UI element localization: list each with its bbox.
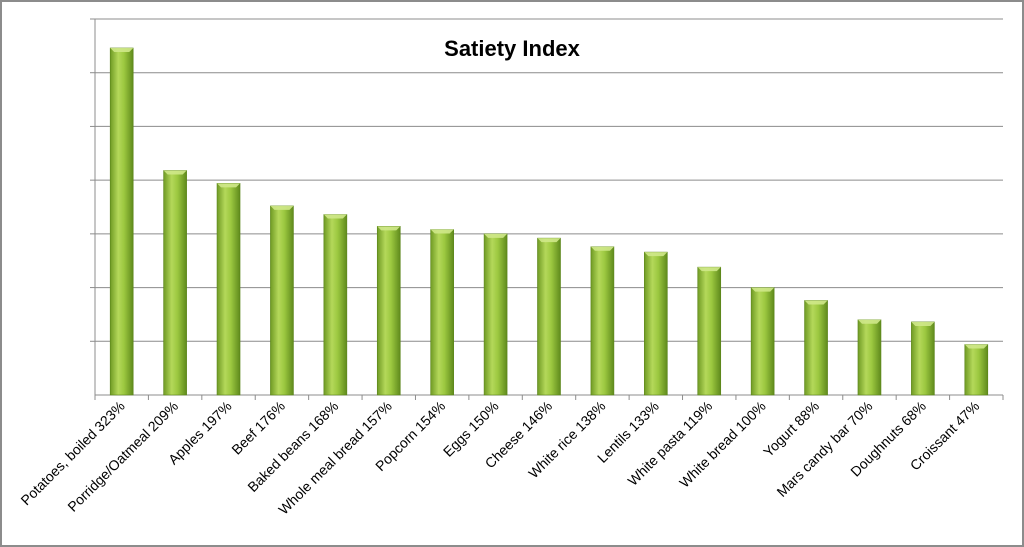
x-tick-label: Baked beans 168% [244, 398, 341, 495]
bar [430, 229, 454, 396]
bar [857, 319, 882, 396]
chart-title: Satiety Index [444, 36, 580, 61]
bar-top-bevel [270, 205, 294, 210]
bar [216, 183, 241, 396]
bar [590, 246, 615, 396]
bar [537, 237, 561, 396]
x-tick-labels: Potatoes, boiled 323%Porridge/Oatmeal 20… [17, 398, 982, 518]
bars [109, 47, 989, 396]
bar-top-bevel [590, 246, 614, 251]
bar-top-bevel [911, 321, 935, 326]
bar [911, 321, 935, 396]
bar [697, 266, 722, 396]
bar-top-bevel [697, 267, 721, 272]
bar [163, 170, 187, 396]
bar-top-bevel [163, 170, 187, 175]
gridlines [90, 18, 1004, 400]
bar [964, 344, 989, 396]
bar-top-bevel [964, 344, 988, 349]
bar-top-bevel [323, 214, 347, 219]
bar [804, 300, 828, 396]
bar [644, 251, 668, 396]
bar [323, 214, 348, 396]
bar-top-bevel [430, 229, 454, 234]
x-tick-label: Mars candy bar 70% [773, 398, 875, 500]
x-tick-label: Potatoes, boiled 323% [17, 398, 127, 508]
bar-top-bevel [217, 183, 241, 188]
bar-top-bevel [110, 48, 134, 53]
bar-top-bevel [484, 233, 508, 238]
bar-top-bevel [751, 287, 775, 292]
bar-top-bevel [644, 252, 668, 257]
bar [376, 226, 401, 396]
bar [483, 233, 508, 396]
x-tick-label: Porridge/Oatmeal 209% [64, 398, 181, 515]
bar-top-bevel [537, 238, 561, 243]
bar [109, 47, 134, 396]
bar [270, 205, 294, 396]
bar-top-bevel [857, 319, 881, 324]
bar-top-bevel [804, 300, 828, 305]
bar-top-bevel [377, 226, 401, 231]
bar [750, 287, 775, 396]
